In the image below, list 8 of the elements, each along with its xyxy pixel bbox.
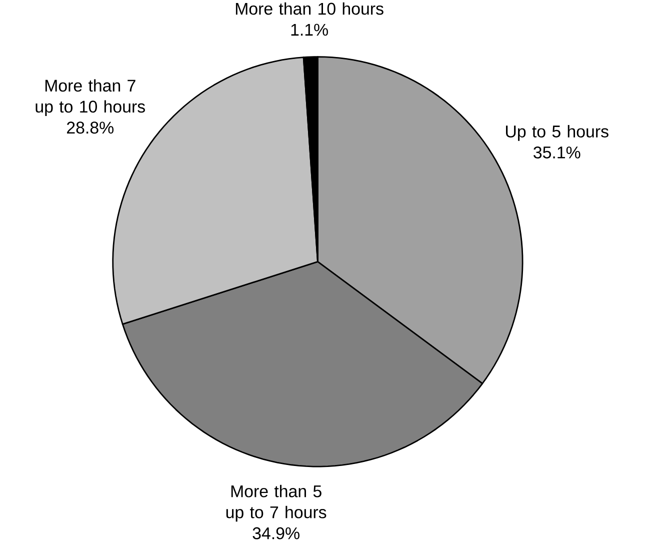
slice-label: Up to 5 hours (506, 125, 608, 142)
data-label: 35.1% (534, 146, 580, 159)
data-label: 28.8% (67, 122, 114, 134)
slice-label: More than 7 up to 10 hours (36, 79, 145, 116)
data-label: 34.9% (252, 527, 300, 540)
slice-label: More than 5 up to 7 hours (226, 485, 326, 522)
data-label: 1.1% (291, 24, 328, 36)
slice-label: More than 10 hours (236, 2, 384, 15)
